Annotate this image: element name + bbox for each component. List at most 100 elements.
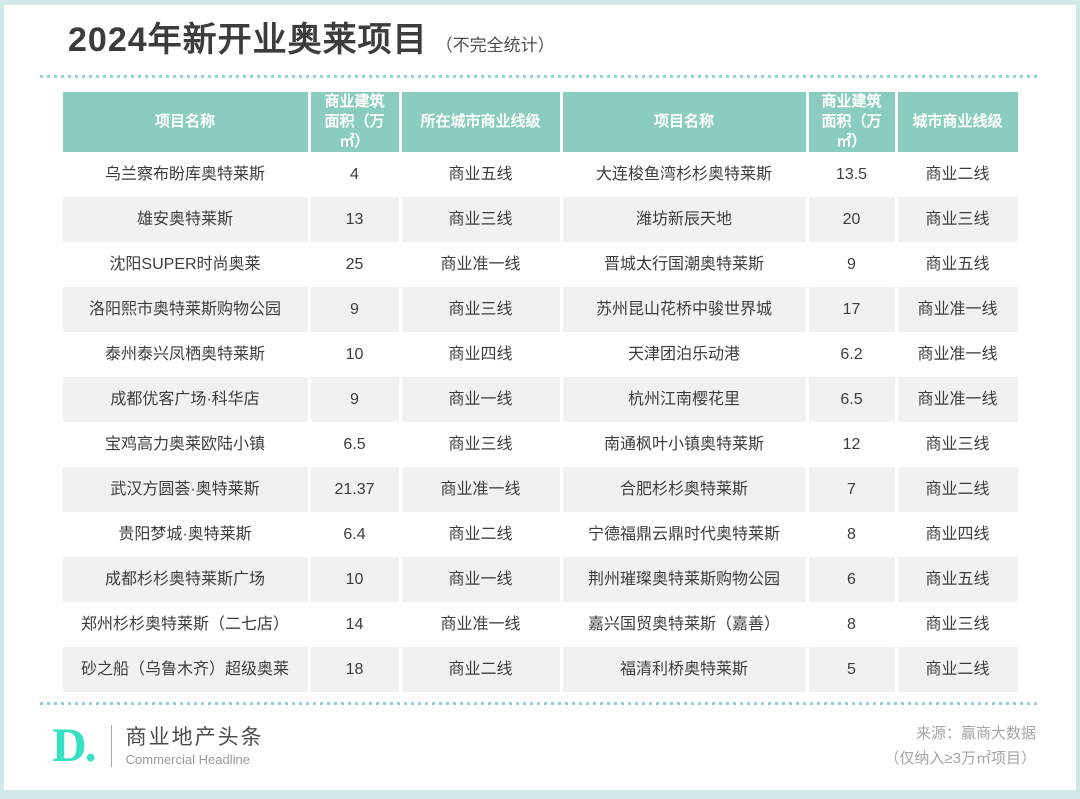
- area-cell: 13: [310, 197, 399, 243]
- tier-cell: 商业三线: [897, 602, 1018, 648]
- area-cell: 9: [808, 242, 895, 288]
- tier-cell: 商业二线: [401, 647, 560, 693]
- area-cell: 9: [310, 287, 399, 333]
- table-row: 洛阳熙市奥特莱斯购物公园 9 商业三线 苏州昆山花桥中骏世界城 17 商业准一线: [62, 287, 1018, 333]
- project-name-cell: 泰州泰兴凤栖奥特莱斯: [62, 332, 308, 378]
- tier-cell: 商业二线: [401, 512, 560, 558]
- tier-cell: 商业准一线: [401, 242, 560, 288]
- area-cell: 12: [808, 422, 895, 468]
- table-row: 成都杉杉奥特莱斯广场 10 商业一线 荆州璀璨奥特莱斯购物公园 6 商业五线: [62, 557, 1018, 603]
- area-cell: 17: [808, 287, 895, 333]
- area-cell: 6.4: [310, 512, 399, 558]
- project-name-cell: 乌兰察布盼库奥特莱斯: [62, 152, 308, 198]
- project-name-cell: 潍坊新辰天地: [562, 197, 806, 243]
- title-block: 2024年新开业奥莱项目 （不完全统计）: [68, 19, 1036, 62]
- data-source-note: 来源：赢商大数据 （仅纳入≥3万㎡项目）: [884, 721, 1036, 771]
- tier-cell: 商业五线: [401, 152, 560, 198]
- brand-logo-icon: D.: [52, 719, 97, 773]
- source-line-1: 来源：赢商大数据: [915, 725, 1036, 743]
- page-title-note: （不完全统计）: [435, 36, 555, 55]
- tier-cell: 商业五线: [897, 557, 1018, 603]
- outlet-projects-table: 项目名称 商业建筑面积（万㎡） 所在城市商业线级 项目名称 商业建筑面积（万㎡）…: [60, 91, 1021, 693]
- brand-divider: [110, 725, 112, 768]
- table-row: 砂之船（乌鲁木齐）超级奥莱 18 商业二线 福清利桥奥特莱斯 5 商业二线: [62, 647, 1018, 693]
- col-header-tier-right: 城市商业线级: [897, 91, 1018, 153]
- tier-cell: 商业三线: [897, 422, 1018, 468]
- tier-cell: 商业准一线: [897, 332, 1018, 378]
- project-name-cell: 成都优客广场·科华店: [62, 377, 308, 423]
- footer: D. 商业地产头条 Commercial Headline 来源：赢商大数据 （…: [52, 721, 1036, 771]
- project-name-cell: 雄安奥特莱斯: [62, 197, 308, 243]
- tier-cell: 商业三线: [401, 422, 560, 468]
- area-cell: 9: [310, 377, 399, 423]
- dotted-divider-top: [40, 74, 1040, 78]
- project-name-cell: 砂之船（乌鲁木齐）超级奥莱: [62, 647, 308, 693]
- project-name-cell: 杭州江南樱花里: [562, 377, 806, 423]
- brand-name-en: Commercial Headline: [125, 752, 250, 768]
- area-cell: 18: [310, 647, 399, 693]
- area-cell: 4: [310, 152, 399, 198]
- tier-cell: 商业准一线: [401, 602, 560, 648]
- project-name-cell: 洛阳熙市奥特莱斯购物公园: [62, 287, 308, 333]
- project-name-cell: 武汉方圆荟·奥特莱斯: [62, 467, 308, 513]
- tier-cell: 商业二线: [897, 647, 1018, 693]
- project-name-cell: 南通枫叶小镇奥特莱斯: [562, 422, 806, 468]
- area-cell: 5: [808, 647, 895, 693]
- project-name-cell: 宁德福鼎云鼎时代奥特莱斯: [562, 512, 806, 558]
- table-row: 郑州杉杉奥特莱斯（二七店） 14 商业准一线 嘉兴国贸奥特莱斯（嘉善） 8 商业三线: [62, 602, 1018, 648]
- tier-cell: 商业四线: [401, 332, 560, 378]
- tier-cell: 商业一线: [401, 557, 560, 603]
- area-cell: 25: [310, 242, 399, 288]
- col-header-tier-left: 所在城市商业线级: [401, 91, 560, 153]
- brand-name-cn: 商业地产头条: [125, 726, 264, 750]
- page-title: 2024年新开业奥莱项目: [68, 21, 428, 59]
- project-name-cell: 沈阳SUPER时尚奥莱: [62, 242, 308, 288]
- tier-cell: 商业四线: [897, 512, 1018, 558]
- tier-cell: 商业二线: [897, 467, 1018, 513]
- col-header-area-right: 商业建筑面积（万㎡）: [808, 91, 895, 153]
- dotted-divider-bottom: [40, 702, 1040, 706]
- table-row: 宝鸡高力奥莱欧陆小镇 6.5 商业三线 南通枫叶小镇奥特莱斯 12 商业三线: [62, 422, 1018, 468]
- table-row: 武汉方圆荟·奥特莱斯 21.37 商业准一线 合肥杉杉奥特莱斯 7 商业二线: [62, 467, 1018, 513]
- tier-cell: 商业三线: [401, 197, 560, 243]
- tier-cell: 商业三线: [401, 287, 560, 333]
- project-name-cell: 郑州杉杉奥特莱斯（二七店）: [62, 602, 308, 648]
- area-cell: 20: [808, 197, 895, 243]
- project-name-cell: 大连梭鱼湾杉杉奥特莱斯: [562, 152, 806, 198]
- area-cell: 14: [310, 602, 399, 648]
- col-header-area-left: 商业建筑面积（万㎡）: [310, 91, 399, 153]
- tier-cell: 商业二线: [897, 152, 1018, 198]
- brand-text: 商业地产头条 Commercial Headline: [126, 725, 264, 767]
- table-row: 乌兰察布盼库奥特莱斯 4 商业五线 大连梭鱼湾杉杉奥特莱斯 13.5 商业二线: [62, 152, 1018, 198]
- table-header-row: 项目名称 商业建筑面积（万㎡） 所在城市商业线级 项目名称 商业建筑面积（万㎡）…: [62, 91, 1018, 153]
- table-row: 泰州泰兴凤栖奥特莱斯 10 商业四线 天津团泊乐动港 6.2 商业准一线: [62, 332, 1018, 378]
- tier-cell: 商业准一线: [897, 287, 1018, 333]
- area-cell: 21.37: [310, 467, 399, 513]
- col-header-project-right: 项目名称: [562, 91, 806, 153]
- table-row: 成都优客广场·科华店 9 商业一线 杭州江南樱花里 6.5 商业准一线: [62, 377, 1018, 423]
- project-name-cell: 苏州昆山花桥中骏世界城: [562, 287, 806, 333]
- area-cell: 10: [310, 557, 399, 603]
- area-cell: 6: [808, 557, 895, 603]
- tier-cell: 商业五线: [897, 242, 1018, 288]
- area-cell: 10: [310, 332, 399, 378]
- col-header-project-left: 项目名称: [62, 91, 308, 153]
- area-cell: 6.5: [310, 422, 399, 468]
- project-name-cell: 福清利桥奥特莱斯: [562, 647, 806, 693]
- project-name-cell: 晋城太行国潮奥特莱斯: [562, 242, 806, 288]
- area-cell: 8: [808, 602, 895, 648]
- project-name-cell: 宝鸡高力奥莱欧陆小镇: [62, 422, 308, 468]
- project-name-cell: 成都杉杉奥特莱斯广场: [62, 557, 308, 603]
- tier-cell: 商业准一线: [897, 377, 1018, 423]
- table-row: 沈阳SUPER时尚奥莱 25 商业准一线 晋城太行国潮奥特莱斯 9 商业五线: [62, 242, 1018, 288]
- area-cell: 6.5: [808, 377, 895, 423]
- tier-cell: 商业准一线: [401, 467, 560, 513]
- tier-cell: 商业一线: [401, 377, 560, 423]
- project-name-cell: 合肥杉杉奥特莱斯: [562, 467, 806, 513]
- area-cell: 13.5: [808, 152, 895, 198]
- area-cell: 7: [808, 467, 895, 513]
- tier-cell: 商业三线: [897, 197, 1018, 243]
- table-row: 贵阳梦城·奥特莱斯 6.4 商业二线 宁德福鼎云鼎时代奥特莱斯 8 商业四线: [62, 512, 1018, 558]
- project-name-cell: 天津团泊乐动港: [562, 332, 806, 378]
- project-name-cell: 荆州璀璨奥特莱斯购物公园: [562, 557, 806, 603]
